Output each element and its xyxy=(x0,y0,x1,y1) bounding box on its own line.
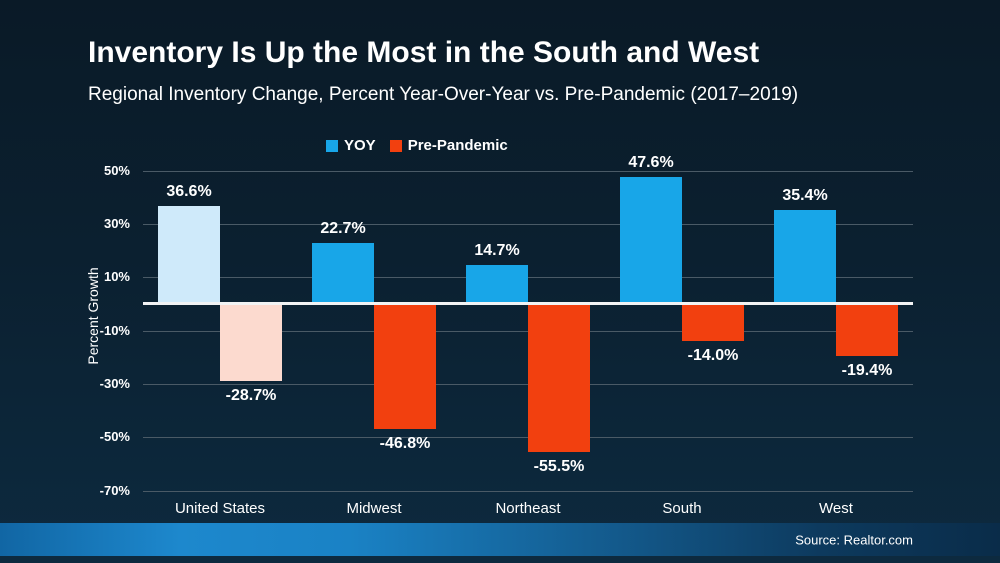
bar-value-label-yoy-south: 47.6% xyxy=(628,154,674,171)
x-tick-label-south: South xyxy=(662,500,702,517)
bar-yoy-south xyxy=(620,177,682,304)
bar-value-label-pre-pandemic-south: -14.0% xyxy=(687,347,739,364)
legend-swatch-prepandemic xyxy=(389,139,402,152)
gridline-50% xyxy=(143,171,913,172)
gridline-30% xyxy=(143,224,913,225)
bar-yoy-west xyxy=(774,210,836,304)
bar-yoy-midwest xyxy=(312,243,374,304)
y-tick-label--50%: -50% xyxy=(99,429,130,444)
y-tick-label--30%: -30% xyxy=(99,376,130,391)
legend-label-yoy: YOY xyxy=(344,137,376,154)
gridline--70% xyxy=(143,491,913,492)
bar-pre-pandemic-northeast xyxy=(528,304,590,452)
bar-yoy-northeast xyxy=(466,265,528,304)
source-text: Source: Realtor.com xyxy=(795,532,913,547)
bar-value-label-pre-pandemic-northeast: -55.5% xyxy=(533,458,585,475)
footer-band: Source: Realtor.com xyxy=(0,523,1000,556)
x-tick-label-united-states: United States xyxy=(174,500,266,517)
bar-value-label-pre-pandemic-west: -19.4% xyxy=(841,362,893,379)
y-tick-label-10%: 10% xyxy=(103,269,130,284)
bar-value-label-yoy-northeast: 14.7% xyxy=(474,242,520,259)
bar-yoy-united-states xyxy=(158,206,220,304)
chart-title: Inventory Is Up the Most in the South an… xyxy=(88,36,760,69)
legend-label-prepandemic: Pre-Pandemic xyxy=(407,137,508,154)
bar-pre-pandemic-midwest xyxy=(374,304,436,429)
y-tick-label-50%: 50% xyxy=(103,163,130,178)
y-tick-label-30%: 30% xyxy=(103,216,130,231)
bar-value-label-yoy-united-states: 36.6% xyxy=(166,183,212,200)
bar-value-label-yoy-west: 35.4% xyxy=(782,187,828,204)
x-tick-label-west: West xyxy=(819,500,853,517)
y-tick-label--70%: -70% xyxy=(99,483,130,498)
y-tick-label--10%: -10% xyxy=(99,323,130,338)
zero-axis-line xyxy=(143,302,913,305)
legend-item-prepandemic: Pre-Pandemic xyxy=(389,137,508,154)
bar-pre-pandemic-south xyxy=(682,304,744,341)
bar-pre-pandemic-west xyxy=(836,304,898,356)
legend: YOY Pre-Pandemic xyxy=(326,137,508,154)
x-tick-label-northeast: Northeast xyxy=(495,500,561,517)
legend-item-yoy: YOY xyxy=(326,137,376,154)
gridline-10% xyxy=(143,277,913,278)
bar-value-label-yoy-midwest: 22.7% xyxy=(320,220,366,237)
bar-value-label-pre-pandemic-midwest: -46.8% xyxy=(379,435,431,452)
x-tick-label-midwest: Midwest xyxy=(346,500,402,517)
bar-value-label-pre-pandemic-united-states: -28.7% xyxy=(225,387,277,404)
bar-pre-pandemic-united-states xyxy=(220,304,282,381)
chart-subtitle: Regional Inventory Change, Percent Year-… xyxy=(88,84,799,105)
legend-swatch-yoy xyxy=(326,139,338,152)
